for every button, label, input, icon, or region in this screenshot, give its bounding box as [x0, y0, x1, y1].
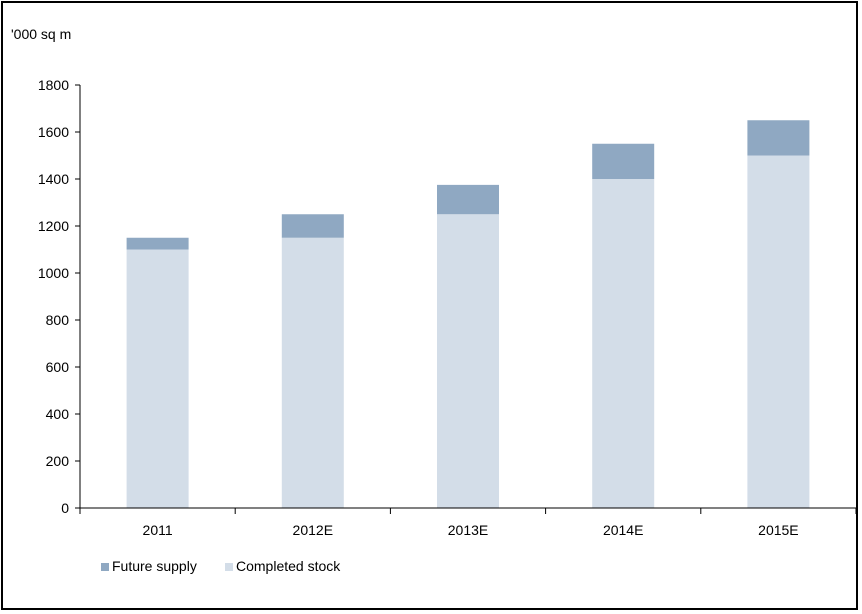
- y-tick-label: 600: [46, 359, 70, 375]
- legend-label-future-supply: Future supply: [112, 558, 197, 574]
- bar-completed-stock-2012e: [281, 237, 344, 508]
- y-tick-label: 1400: [38, 171, 69, 187]
- x-tick-label: 2015E: [758, 522, 798, 538]
- legend-swatch-future-supply: [101, 563, 109, 571]
- x-tick-label: 2011: [143, 522, 173, 538]
- bar-future-supply-2014e: [592, 143, 655, 179]
- bar-future-supply-2012e: [281, 214, 344, 238]
- x-tick-label: 2012E: [293, 522, 333, 538]
- legend: Future supply Completed stock: [101, 558, 341, 574]
- y-axis-ticks: 0 200 400 600 800 1000 1200 1400 1600 1800: [38, 77, 80, 516]
- bars: [126, 120, 810, 508]
- bar-completed-stock-2015e: [747, 155, 810, 508]
- y-tick-label: 0: [61, 500, 69, 516]
- bar-future-supply-2015e: [747, 120, 810, 156]
- axes: [79, 85, 857, 514]
- bar-future-supply-2013e: [437, 184, 499, 215]
- bar-completed-stock-2013e: [437, 214, 499, 508]
- y-tick-label: 1800: [38, 77, 69, 93]
- y-axis-label: '000 sq m: [11, 26, 71, 42]
- y-tick-label: 1000: [38, 265, 69, 281]
- legend-label-completed-stock: Completed stock: [236, 558, 341, 574]
- chart-svg: '000 sq m 0 200 400 600 800 1000 1200 1400 1600 1…: [11, 26, 857, 574]
- x-tick-label: 2013E: [448, 522, 488, 538]
- y-tick-label: 1200: [38, 218, 69, 234]
- y-tick-label: 800: [46, 312, 70, 328]
- legend-swatch-completed-stock: [225, 563, 233, 571]
- bar-completed-stock-2014e: [592, 179, 655, 508]
- y-tick-label: 1600: [38, 124, 69, 140]
- x-axis-labels: 2011 2012E 2013E 2014E 2015E: [143, 522, 799, 538]
- x-tick-label: 2014E: [603, 522, 643, 538]
- y-tick-label: 200: [46, 453, 70, 469]
- bar-future-supply-2011: [126, 237, 189, 250]
- y-tick-label: 400: [46, 406, 70, 422]
- bar-completed-stock-2011: [126, 249, 189, 508]
